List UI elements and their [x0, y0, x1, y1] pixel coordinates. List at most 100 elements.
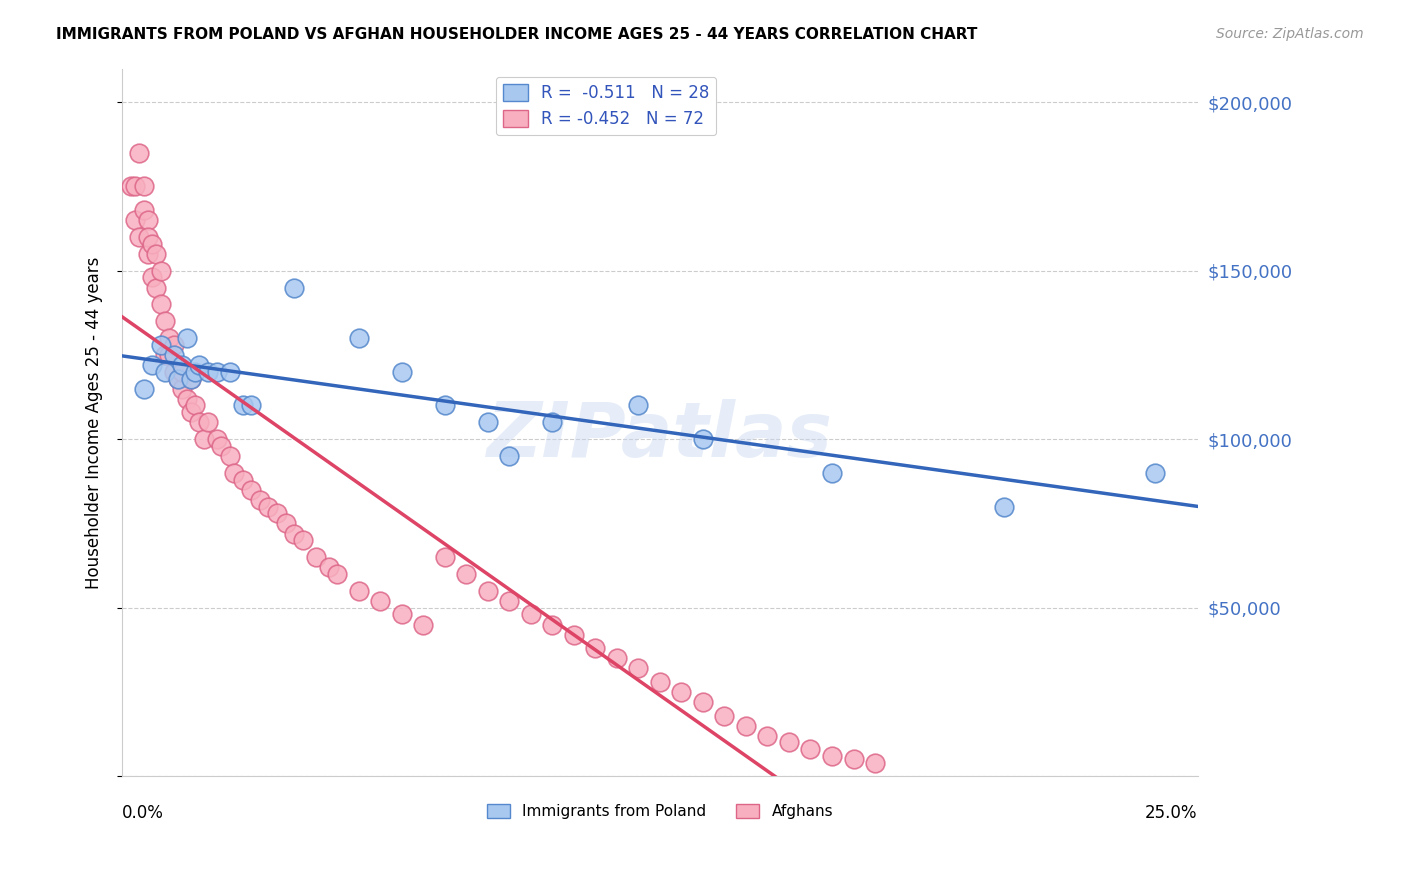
Point [541, 617, 564, 632]
Point [141, 270, 163, 285]
Point [145, 280, 167, 294]
Point [149, 338, 172, 352]
Point [433, 550, 456, 565]
Point [172, 382, 194, 396]
Point [257, 500, 280, 514]
Point [266, 506, 288, 520]
Point [132, 382, 155, 396]
Point [205, 432, 228, 446]
Point [231, 399, 253, 413]
Point [153, 348, 176, 362]
Point [136, 247, 159, 261]
Point [498, 449, 520, 463]
Text: 0.0%: 0.0% [122, 805, 165, 822]
Point [842, 752, 865, 766]
Point [136, 213, 159, 227]
Point [167, 371, 190, 385]
Point [799, 742, 821, 756]
Point [167, 371, 190, 385]
Point [124, 213, 146, 227]
Point [562, 627, 585, 641]
Text: Source: ZipAtlas.com: Source: ZipAtlas.com [1216, 27, 1364, 41]
Point [153, 314, 176, 328]
Point [627, 399, 650, 413]
Point [209, 439, 232, 453]
Point [141, 236, 163, 251]
Point [197, 415, 219, 429]
Point [172, 358, 194, 372]
Y-axis label: Householder Income Ages 25 - 44 years: Householder Income Ages 25 - 44 years [86, 256, 103, 589]
Text: ZIPatlas: ZIPatlas [486, 400, 832, 474]
Point [541, 415, 564, 429]
Point [520, 607, 543, 622]
Point [197, 365, 219, 379]
Point [347, 583, 370, 598]
Point [157, 348, 180, 362]
Legend: Immigrants from Poland, Afghans: Immigrants from Poland, Afghans [481, 797, 839, 825]
Point [477, 415, 499, 429]
Point [153, 365, 176, 379]
Point [163, 338, 186, 352]
Point [180, 405, 202, 419]
Point [205, 365, 228, 379]
Point [240, 399, 263, 413]
Point [318, 560, 340, 574]
Point [368, 594, 391, 608]
Point [180, 371, 202, 385]
Point [193, 432, 215, 446]
Point [163, 348, 186, 362]
Point [124, 179, 146, 194]
Point [583, 641, 606, 656]
Point [141, 358, 163, 372]
Point [240, 483, 263, 497]
Point [778, 735, 800, 749]
Point [184, 365, 207, 379]
Point [188, 358, 211, 372]
Point [149, 263, 172, 277]
Point [326, 566, 349, 581]
Point [433, 399, 456, 413]
Point [692, 432, 714, 446]
Point [477, 583, 499, 598]
Point [218, 449, 240, 463]
Point [172, 365, 194, 379]
Point [180, 371, 202, 385]
Point [188, 415, 211, 429]
Point [412, 617, 434, 632]
Point [157, 331, 180, 345]
Point [821, 466, 844, 480]
Point [128, 230, 150, 244]
Point [218, 365, 240, 379]
Text: 25.0%: 25.0% [1146, 805, 1198, 822]
Point [713, 708, 735, 723]
Point [305, 550, 328, 565]
Point [821, 748, 844, 763]
Point [692, 695, 714, 709]
Point [128, 145, 150, 160]
Point [176, 331, 198, 345]
Point [176, 392, 198, 406]
Point [291, 533, 314, 548]
Point [391, 607, 413, 622]
Point [735, 718, 758, 732]
Point [671, 685, 693, 699]
Point [606, 651, 628, 665]
Point [993, 500, 1015, 514]
Point [391, 365, 413, 379]
Point [863, 756, 886, 770]
Point [249, 492, 271, 507]
Point [231, 473, 253, 487]
Point [1143, 466, 1166, 480]
Point [136, 230, 159, 244]
Point [222, 466, 245, 480]
Point [498, 594, 520, 608]
Point [120, 179, 142, 194]
Point [456, 566, 478, 581]
Text: IMMIGRANTS FROM POLAND VS AFGHAN HOUSEHOLDER INCOME AGES 25 - 44 YEARS CORRELATI: IMMIGRANTS FROM POLAND VS AFGHAN HOUSEHO… [56, 27, 977, 42]
Point [163, 365, 186, 379]
Point [756, 729, 779, 743]
Point [283, 526, 305, 541]
Point [132, 202, 155, 217]
Point [283, 280, 305, 294]
Point [145, 247, 167, 261]
